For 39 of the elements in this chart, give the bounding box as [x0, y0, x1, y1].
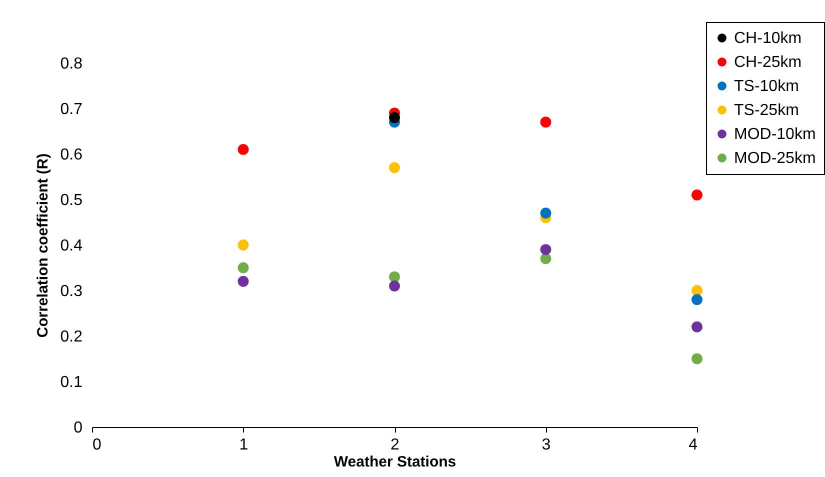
legend-label: CH-10km [734, 30, 802, 47]
x-tick-label: 3 [542, 436, 551, 454]
y-tick-label: 0.8 [60, 56, 83, 72]
point [540, 208, 552, 219]
point [692, 353, 702, 364]
x-tick-label: 4 [688, 436, 698, 454]
legend-label: TS-25km [734, 102, 799, 119]
y-tick-label: 0.1 [60, 374, 83, 391]
point [540, 244, 552, 256]
y-tick-label: 0.3 [60, 283, 83, 300]
point [238, 240, 249, 250]
point [692, 285, 702, 296]
x-tick-label: 1 [239, 436, 248, 454]
y-axis-title: Correlation coefficient (R) [34, 153, 52, 338]
point [389, 280, 400, 292]
point [692, 189, 702, 200]
x-tick-label: 0 [92, 436, 102, 454]
point [238, 276, 249, 287]
point [389, 271, 400, 282]
point [238, 144, 249, 155]
point [540, 116, 552, 128]
point [540, 253, 552, 264]
point [692, 294, 702, 306]
legend-label: MOD-25km [734, 150, 816, 167]
legend-label: MOD-10km [734, 126, 816, 143]
legend-label: CH-25km [734, 54, 802, 71]
x-axis-title: Weather Stations [334, 454, 456, 470]
point [692, 321, 702, 332]
y-tick-label: 0.5 [60, 192, 83, 209]
point [238, 262, 249, 274]
point [389, 112, 400, 124]
y-tick-label: 0.2 [60, 328, 83, 346]
legend-label: TS-10km [734, 78, 799, 95]
y-tick-label: 0.4 [60, 238, 83, 254]
y-tick-label: 0.6 [60, 146, 83, 164]
y-tick-label: 0 [74, 420, 83, 436]
y-tick-label: 0.7 [60, 101, 83, 118]
x-tick-label: 2 [390, 436, 400, 454]
point [389, 162, 400, 174]
